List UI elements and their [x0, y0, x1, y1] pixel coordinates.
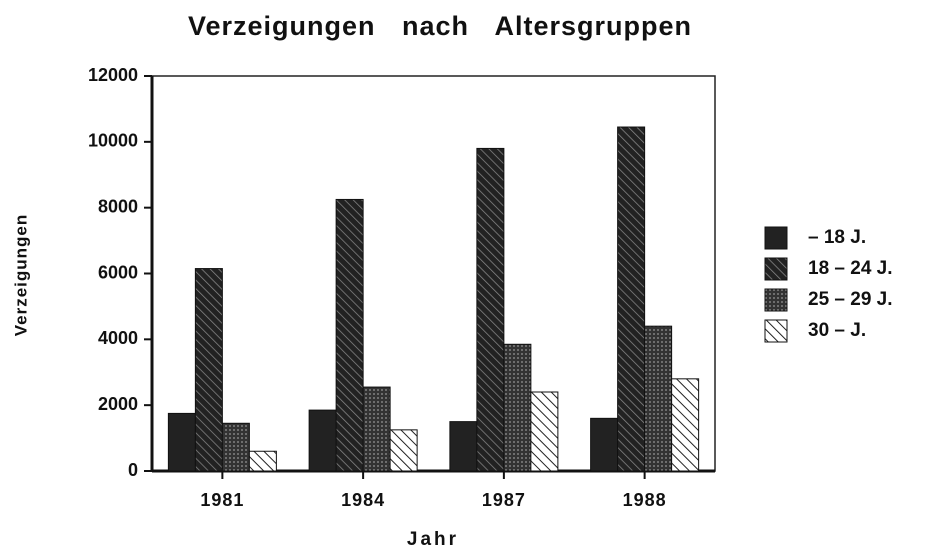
legend-swatch: [764, 257, 788, 281]
legend-swatch: [764, 226, 788, 250]
chart-title: Verzeigungen nach Altersgruppen: [188, 11, 692, 41]
legend-label: 25 – 29 J.: [808, 289, 893, 310]
legend-label: – 18 J.: [808, 227, 866, 248]
bar: [671, 378, 700, 472]
bar: [476, 147, 505, 472]
x-axis-label: Jahr: [407, 529, 459, 550]
bar: [389, 429, 418, 472]
y-axis-label: Verzeigungen: [11, 214, 30, 337]
y-tick-label: 4000: [98, 328, 138, 348]
legend-swatch: [764, 319, 788, 343]
y-tick-label: 0: [128, 460, 138, 480]
x-tick-label: 1988: [623, 490, 667, 510]
bar: [449, 421, 478, 472]
legend-swatch: [764, 288, 788, 312]
x-tick-label: 1981: [200, 490, 244, 510]
legend-label: 18 – 24 J.: [808, 258, 893, 279]
y-tick-label: 12000: [88, 65, 138, 85]
y-tick-label: 2000: [98, 394, 138, 414]
bar: [221, 422, 250, 472]
bar: [308, 409, 337, 472]
bar: [644, 325, 673, 472]
bar: [617, 126, 646, 472]
y-tick-label: 6000: [98, 262, 138, 282]
x-tick-label: 1984: [341, 490, 385, 510]
bar: [362, 386, 391, 472]
bar: [194, 268, 223, 472]
bar: [590, 417, 619, 472]
y-tick-label: 10000: [88, 131, 138, 151]
y-tick-label: 8000: [98, 196, 138, 216]
bar: [248, 450, 277, 472]
bar: [335, 198, 364, 472]
x-tick-label: 1987: [482, 490, 526, 510]
bar: [503, 343, 532, 472]
legend-label: 30 – J.: [808, 320, 866, 341]
bar: [167, 412, 196, 472]
bar: [530, 391, 559, 472]
